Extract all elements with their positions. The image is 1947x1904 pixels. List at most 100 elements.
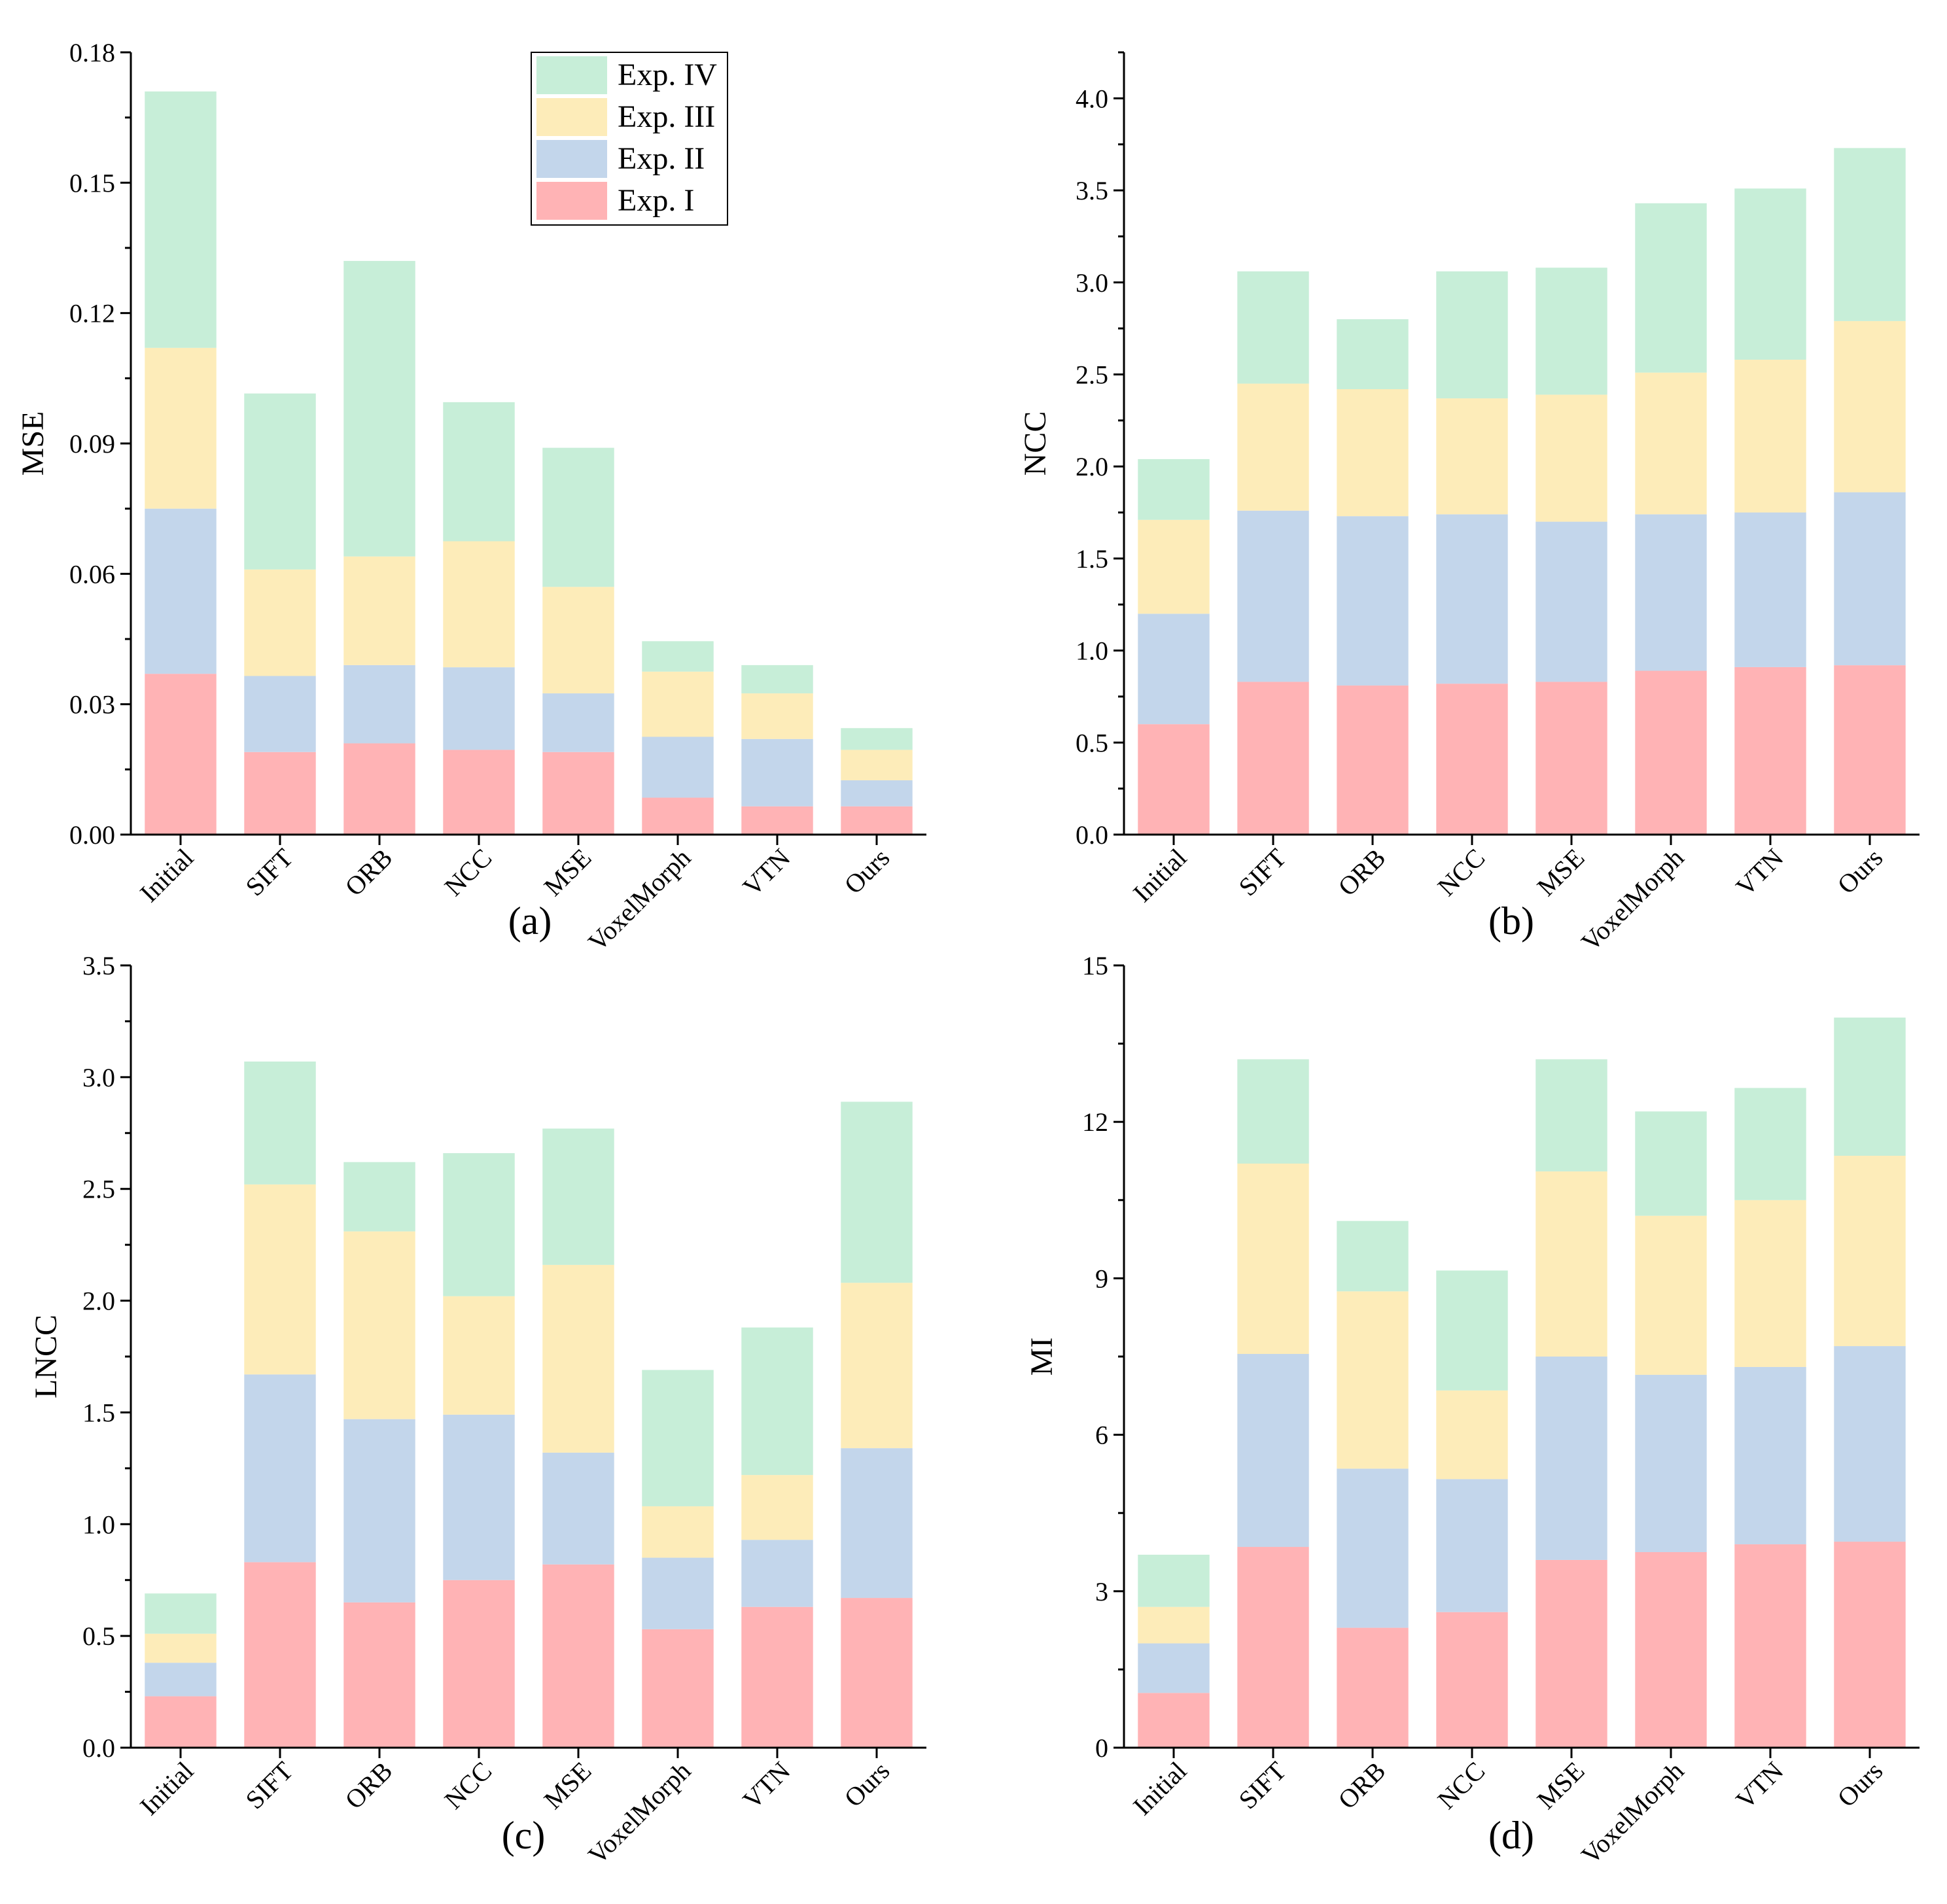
bar-orb-exp-iv: [343, 260, 415, 557]
y-tick-label: 9: [1095, 1264, 1108, 1293]
bar-initial-exp-iii: [1138, 519, 1210, 614]
bar-initial-exp-i: [1138, 1693, 1210, 1748]
bar-sift-exp-iii: [244, 569, 316, 676]
bar-ncc-exp-i: [443, 1580, 515, 1748]
legend-label: Exp. II: [618, 141, 705, 176]
bar-ncc-exp-ii: [1436, 1479, 1508, 1612]
y-tick-label: 1.0: [82, 1510, 115, 1539]
y-tick-label: 3: [1095, 1577, 1108, 1606]
y-tick-label: 0.09: [69, 429, 115, 459]
y-axis-title: MSE: [16, 411, 50, 476]
bar-orb-exp-i: [343, 1602, 415, 1748]
bar-ncc-exp-ii: [1436, 514, 1508, 684]
bar-voxelmorph-exp-i: [642, 1629, 714, 1748]
bar-orb-exp-i: [1337, 685, 1409, 835]
bar-voxelmorph-exp-iv: [1635, 1111, 1707, 1216]
y-tick-label: 0.06: [69, 559, 115, 589]
bar-voxelmorph-exp-iv: [642, 641, 714, 672]
y-axis-title: MI: [1025, 1338, 1059, 1376]
x-tick-label-mse: MSE: [538, 843, 597, 902]
bar-sift-exp-i: [244, 752, 316, 835]
bar-orb-exp-iii: [343, 1231, 415, 1419]
bar-mse-exp-ii: [542, 693, 614, 752]
x-tick-label-initial: Initial: [1127, 843, 1192, 908]
bar-sift-exp-iv: [1237, 271, 1309, 384]
x-tick-label-ours: Ours: [839, 843, 896, 900]
bar-initial-exp-ii: [145, 508, 217, 674]
y-tick-label: 2.5: [1076, 360, 1108, 389]
y-tick-label: 1.5: [82, 1398, 115, 1427]
bar-mse-exp-iv: [542, 1128, 614, 1265]
bar-ours-exp-iv: [841, 1101, 913, 1283]
bar-vtn-exp-iii: [1734, 359, 1806, 513]
bar-initial-exp-iv: [1138, 459, 1210, 520]
bar-vtn-exp-i: [1734, 666, 1806, 835]
bar-vtn-exp-i: [741, 806, 813, 835]
x-tick-label-ncc: NCC: [438, 1756, 497, 1815]
panel-label: (a): [508, 899, 552, 943]
bar-ncc-exp-ii: [443, 1414, 515, 1580]
y-tick-label: 0.18: [69, 38, 115, 67]
x-tick-label-orb: ORB: [339, 843, 398, 902]
x-tick-label-ours: Ours: [1832, 843, 1889, 900]
bar-voxelmorph-exp-ii: [642, 736, 714, 798]
bar-mse-exp-iii: [542, 1264, 614, 1453]
bar-orb-exp-i: [343, 743, 415, 835]
x-tick-label-ours: Ours: [839, 1756, 896, 1813]
bar-voxelmorph-exp-ii: [1635, 514, 1707, 671]
y-tick-label: 2.0: [82, 1287, 115, 1316]
bar-vtn-exp-iv: [1734, 1088, 1806, 1200]
bar-mse-exp-ii: [1535, 521, 1607, 682]
bar-ncc-exp-iii: [443, 541, 515, 668]
y-tick-label: 0.5: [1076, 728, 1108, 757]
y-tick-label: 0.0: [1076, 820, 1108, 850]
x-tick-label-mse: MSE: [1531, 1756, 1590, 1815]
bar-ncc-exp-iv: [1436, 271, 1508, 399]
y-axis-title: LNCC: [29, 1315, 63, 1398]
bar-voxelmorph-exp-iii: [1635, 1215, 1707, 1375]
bar-vtn-exp-i: [1734, 1544, 1806, 1748]
bar-sift-exp-ii: [1237, 510, 1309, 682]
bar-initial-exp-iv: [145, 91, 217, 348]
bar-voxelmorph-exp-iii: [642, 1506, 714, 1558]
y-tick-label: 0.0: [82, 1733, 115, 1763]
legend-swatch-exp-iii: [536, 98, 607, 136]
x-tick-label-initial: Initial: [134, 1756, 199, 1821]
x-tick-label-ncc: NCC: [1431, 1756, 1490, 1815]
bar-vtn-exp-iii: [1734, 1200, 1806, 1367]
bar-ncc-exp-iii: [443, 1296, 515, 1415]
bar-sift-exp-iv: [244, 1061, 316, 1185]
bar-ours-exp-ii: [841, 1448, 913, 1599]
bar-ncc-exp-iv: [443, 402, 515, 542]
bar-ncc-exp-iv: [443, 1153, 515, 1296]
bar-initial-exp-i: [145, 1696, 217, 1748]
y-tick-label: 0.03: [69, 690, 115, 719]
x-tick-label-initial: Initial: [1127, 1756, 1192, 1821]
bar-voxelmorph-exp-i: [1635, 1552, 1707, 1748]
bar-voxelmorph-exp-ii: [642, 1557, 714, 1629]
bar-vtn-exp-ii: [1734, 512, 1806, 667]
x-tick-label-sift: SIFT: [239, 1756, 298, 1815]
bar-ours-exp-i: [841, 806, 913, 835]
bar-orb-exp-iv: [343, 1162, 415, 1232]
bar-mse-exp-i: [542, 752, 614, 835]
bar-mse-exp-iii: [1535, 394, 1607, 522]
bar-ncc-exp-ii: [443, 667, 515, 750]
bar-sift-exp-ii: [1237, 1354, 1309, 1548]
bar-sift-exp-i: [244, 1562, 316, 1748]
bar-sift-exp-i: [1237, 682, 1309, 835]
bar-voxelmorph-exp-i: [1635, 670, 1707, 835]
bar-mse-exp-iii: [1535, 1171, 1607, 1357]
panel-label: (c): [502, 1814, 546, 1857]
bar-initial-exp-ii: [1138, 614, 1210, 725]
legend-swatch-exp-ii: [536, 140, 607, 178]
bar-ours-exp-iii: [841, 750, 913, 780]
bar-ours-exp-ii: [841, 780, 913, 806]
x-tick-label-vtn: VTN: [737, 1756, 796, 1815]
bar-ncc-exp-i: [443, 750, 515, 835]
bar-voxelmorph-exp-iii: [642, 671, 714, 737]
bar-ours-exp-ii: [1834, 1346, 1906, 1542]
bar-ours-exp-iv: [1834, 148, 1906, 321]
y-tick-label: 1.5: [1076, 544, 1108, 574]
